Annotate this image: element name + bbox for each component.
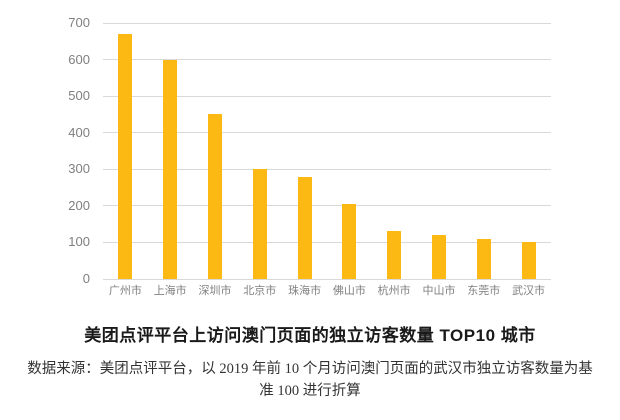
gridline-600: [103, 59, 551, 61]
x-axis-label-武汉市: 武汉市: [512, 285, 546, 297]
chart-title: 美团点评平台上访问澳门页面的独立访客数量 TOP10 城市: [84, 326, 536, 345]
y-axis-tick-300: 300: [68, 161, 90, 177]
source-note-line2: 准 100 进行折算: [259, 383, 361, 399]
gridline-500: [103, 95, 551, 97]
x-axis-label-广州市: 广州市: [108, 285, 142, 297]
bar-武汉市: [521, 242, 536, 279]
x-axis-label-佛山市: 佛山市: [332, 285, 366, 297]
x-axis-label-珠海市: 珠海市: [288, 285, 322, 297]
y-axis: 0 100 200 300 400 500 600 700: [0, 15, 92, 286]
bar-广州市: [118, 33, 133, 279]
x-axis-label-杭州市: 杭州市: [377, 285, 411, 297]
bar-东莞市: [476, 238, 491, 279]
gridline-100: [103, 241, 551, 243]
x-axis-label-深圳市: 深圳市: [198, 285, 232, 297]
bar-中山市: [432, 235, 446, 279]
x-axis: 广州市 上海市 深圳市 北京市 珠海市 佛山市 杭州市 中山市 东莞市 武汉市: [103, 284, 551, 298]
bar-佛山市: [342, 204, 357, 279]
bar-杭州市: [387, 231, 402, 279]
bar-深圳市: [208, 114, 222, 279]
y-axis-tick-200: 200: [68, 197, 90, 213]
source-note-line1: 数据来源：美团点评平台，以 2019 年前 10 个月访问澳门页面的武汉市独立访…: [27, 361, 593, 377]
y-axis-tick-400: 400: [68, 124, 90, 140]
y-axis-tick-0: 0: [82, 271, 90, 286]
gridline-300: [103, 168, 551, 170]
x-axis-label-中山市: 中山市: [422, 285, 456, 297]
gridline-400: [103, 132, 551, 134]
x-axis-label-上海市: 上海市: [153, 285, 187, 297]
bar-北京市: [252, 169, 267, 279]
x-axis-label-北京市: 北京市: [243, 285, 277, 297]
bar-上海市: [163, 59, 178, 279]
gridline-700: [103, 22, 551, 24]
y-axis-tick-500: 500: [68, 88, 90, 104]
x-axis-label-东莞市: 东莞市: [467, 285, 501, 297]
y-axis-tick-100: 100: [68, 234, 90, 250]
source-note: 数据来源：美团点评平台，以 2019 年前 10 个月访问澳门页面的武汉市独立访…: [10, 358, 610, 402]
gridline-200: [103, 205, 551, 207]
gridline-0: [103, 278, 551, 280]
bar-珠海市: [297, 176, 312, 279]
y-axis-tick-700: 700: [68, 15, 90, 30]
plot-area: [103, 22, 551, 280]
y-axis-tick-600: 600: [68, 51, 90, 67]
